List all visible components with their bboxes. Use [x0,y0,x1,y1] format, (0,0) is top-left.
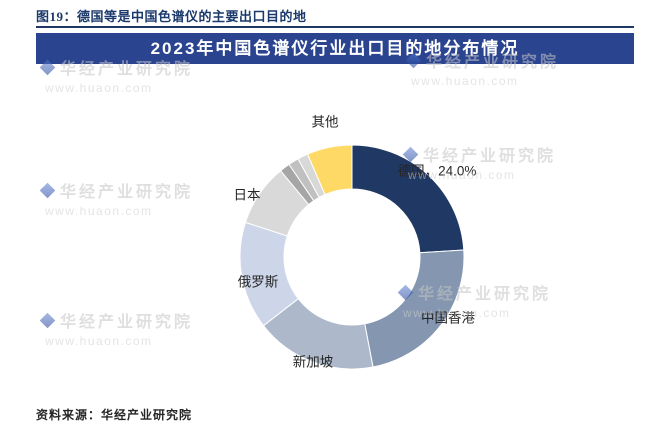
donut-slice-中国香港 [364,249,465,368]
watermark-url: www.huaon.com [408,168,516,182]
slice-label-中国香港: 中国香港 [421,311,475,326]
donut-slice-其他 [306,144,353,196]
watermark: 华经产业研究院 www.huaon.com [39,308,194,348]
huaon-logo-icon [397,284,414,300]
huaon-logo-icon [39,312,56,328]
watermark-text: 华经产业研究院 [423,148,557,165]
donut-slice-德国 [351,144,465,254]
huaon-logo-icon [402,146,419,162]
donut-slice-segment-5 [279,163,315,206]
watermark-text: 华经产业研究院 [418,286,552,303]
watermark: 华经产业研究院 www.huaon.com [397,280,552,320]
watermark-url: www.huaon.com [45,204,153,218]
chart-title-bar: 2023年中国色谱仪行业出口目的地分布情况 [36,33,634,64]
watermark-url: www.huaon.com [45,334,153,348]
watermark-url: www.huaon.com [403,306,511,320]
slice-label-俄罗斯: 俄罗斯 [238,275,279,290]
watermark: 华经产业研究院 www.huaon.com [39,178,194,218]
watermark-text: 华经产业研究院 [60,184,194,201]
donut-slice-日本 [244,169,310,237]
huaon-logo-icon [39,182,56,198]
figure-caption: 图19：德国等是中国色谱仪的主要出口目的地 [36,9,307,24]
slice-label-日本: 日本 [234,188,261,203]
donut-slice-segment-7 [297,153,326,199]
slice-label-其他: 其他 [312,115,339,130]
donut-slice-俄罗斯 [239,221,299,327]
caption-underline [36,26,634,28]
watermark-text: 华经产业研究院 [60,314,194,331]
watermark: 华经产业研究院 www.huaon.com [402,142,557,182]
source-note: 资料来源：华经产业研究院 [36,408,193,422]
donut-slice-新加坡 [262,297,374,370]
slice-label-新加坡: 新加坡 [293,355,334,370]
donut-slice-segment-6 [288,158,320,202]
slice-label-德国: 德国，24.0% [398,164,477,179]
watermark-url: www.huaon.com [45,81,153,95]
watermark-url: www.huaon.com [411,74,519,88]
